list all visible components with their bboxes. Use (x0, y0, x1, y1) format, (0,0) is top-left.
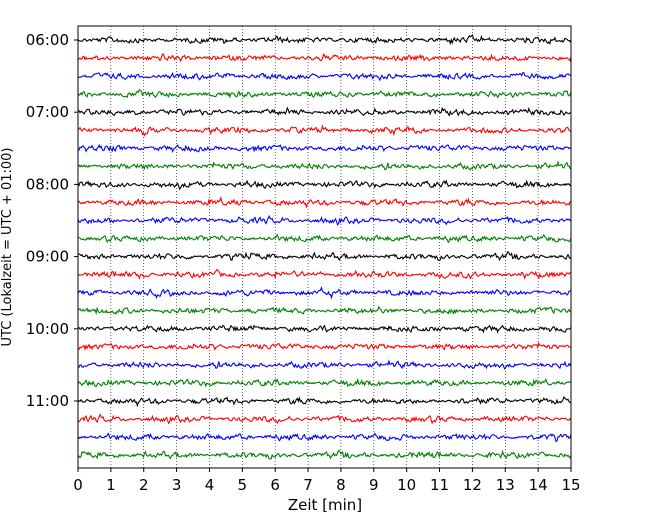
seismic-trace-0715 (77, 124, 572, 137)
x-tick-label: 6 (270, 476, 280, 494)
seismic-trace-0830 (77, 214, 572, 226)
x-axis-ticks: 0 1 2 3 4 5 6 7 8 9 10 11 12 13 14 15 (73, 468, 581, 494)
seismic-trace-1000 (77, 324, 572, 334)
x-tick-label: 4 (205, 476, 215, 494)
seismic-trace-1115 (77, 413, 572, 425)
y-tick-label: 08:00 (26, 175, 69, 193)
seismic-trace-0615 (77, 53, 572, 63)
seismic-trace-0900 (77, 251, 572, 262)
y-axis-ticks: 06:00 07:00 08:00 09:00 10:00 11:00 (26, 31, 78, 410)
seismic-trace-0930 (77, 286, 572, 300)
y-tick-label: 10:00 (26, 320, 69, 338)
seismic-trace-1015 (77, 341, 572, 351)
y-tick-label: 06:00 (26, 31, 69, 49)
seismic-trace-0630 (77, 71, 572, 82)
x-tick-label: 14 (529, 476, 548, 494)
x-tick-label: 10 (397, 476, 416, 494)
seismic-trace-0845 (77, 233, 572, 244)
x-tick-label: 12 (463, 476, 482, 494)
seismic-trace-1100 (77, 395, 572, 408)
x-tick-label: 0 (73, 476, 83, 494)
x-tick-label: 8 (336, 476, 346, 494)
seismic-trace-0815 (77, 195, 571, 209)
x-axis-label: Zeit [min] (288, 496, 362, 514)
x-tick-label: 11 (430, 476, 449, 494)
seismic-trace-1145 (77, 449, 572, 460)
seismic-trace-1030 (77, 359, 572, 370)
seismic-trace-1130 (77, 432, 572, 442)
x-tick-label: 2 (139, 476, 149, 494)
y-tick-label: 07:00 (26, 103, 69, 121)
seismic-trace-0945 (77, 305, 572, 316)
x-tick-label: 7 (303, 476, 313, 494)
seismic-trace-0600 (77, 33, 572, 46)
x-tick-label: 15 (561, 476, 580, 494)
seismic-trace-0730 (77, 143, 572, 154)
x-tick-label: 9 (369, 476, 379, 494)
y-tick-label: 09:00 (26, 248, 69, 266)
seismic-trace-0800 (77, 179, 572, 191)
seismic-trace-1045 (77, 377, 572, 388)
x-tick-label: 3 (172, 476, 182, 494)
seismic-trace-0745 (77, 160, 572, 171)
seismic-trace-0645 (77, 88, 572, 99)
x-tick-label: 13 (496, 476, 515, 494)
seismic-trace-0700 (77, 106, 572, 117)
seismic-trace-0915 (77, 268, 572, 280)
y-tick-label: 11:00 (26, 392, 69, 410)
y-axis-label: UTC (Lokalzeit = UTC + 01:00) (0, 148, 15, 347)
x-tick-label: 1 (106, 476, 116, 494)
x-tick-label: 5 (238, 476, 248, 494)
seismic-traces (77, 33, 572, 460)
plot-frame (77, 25, 572, 469)
